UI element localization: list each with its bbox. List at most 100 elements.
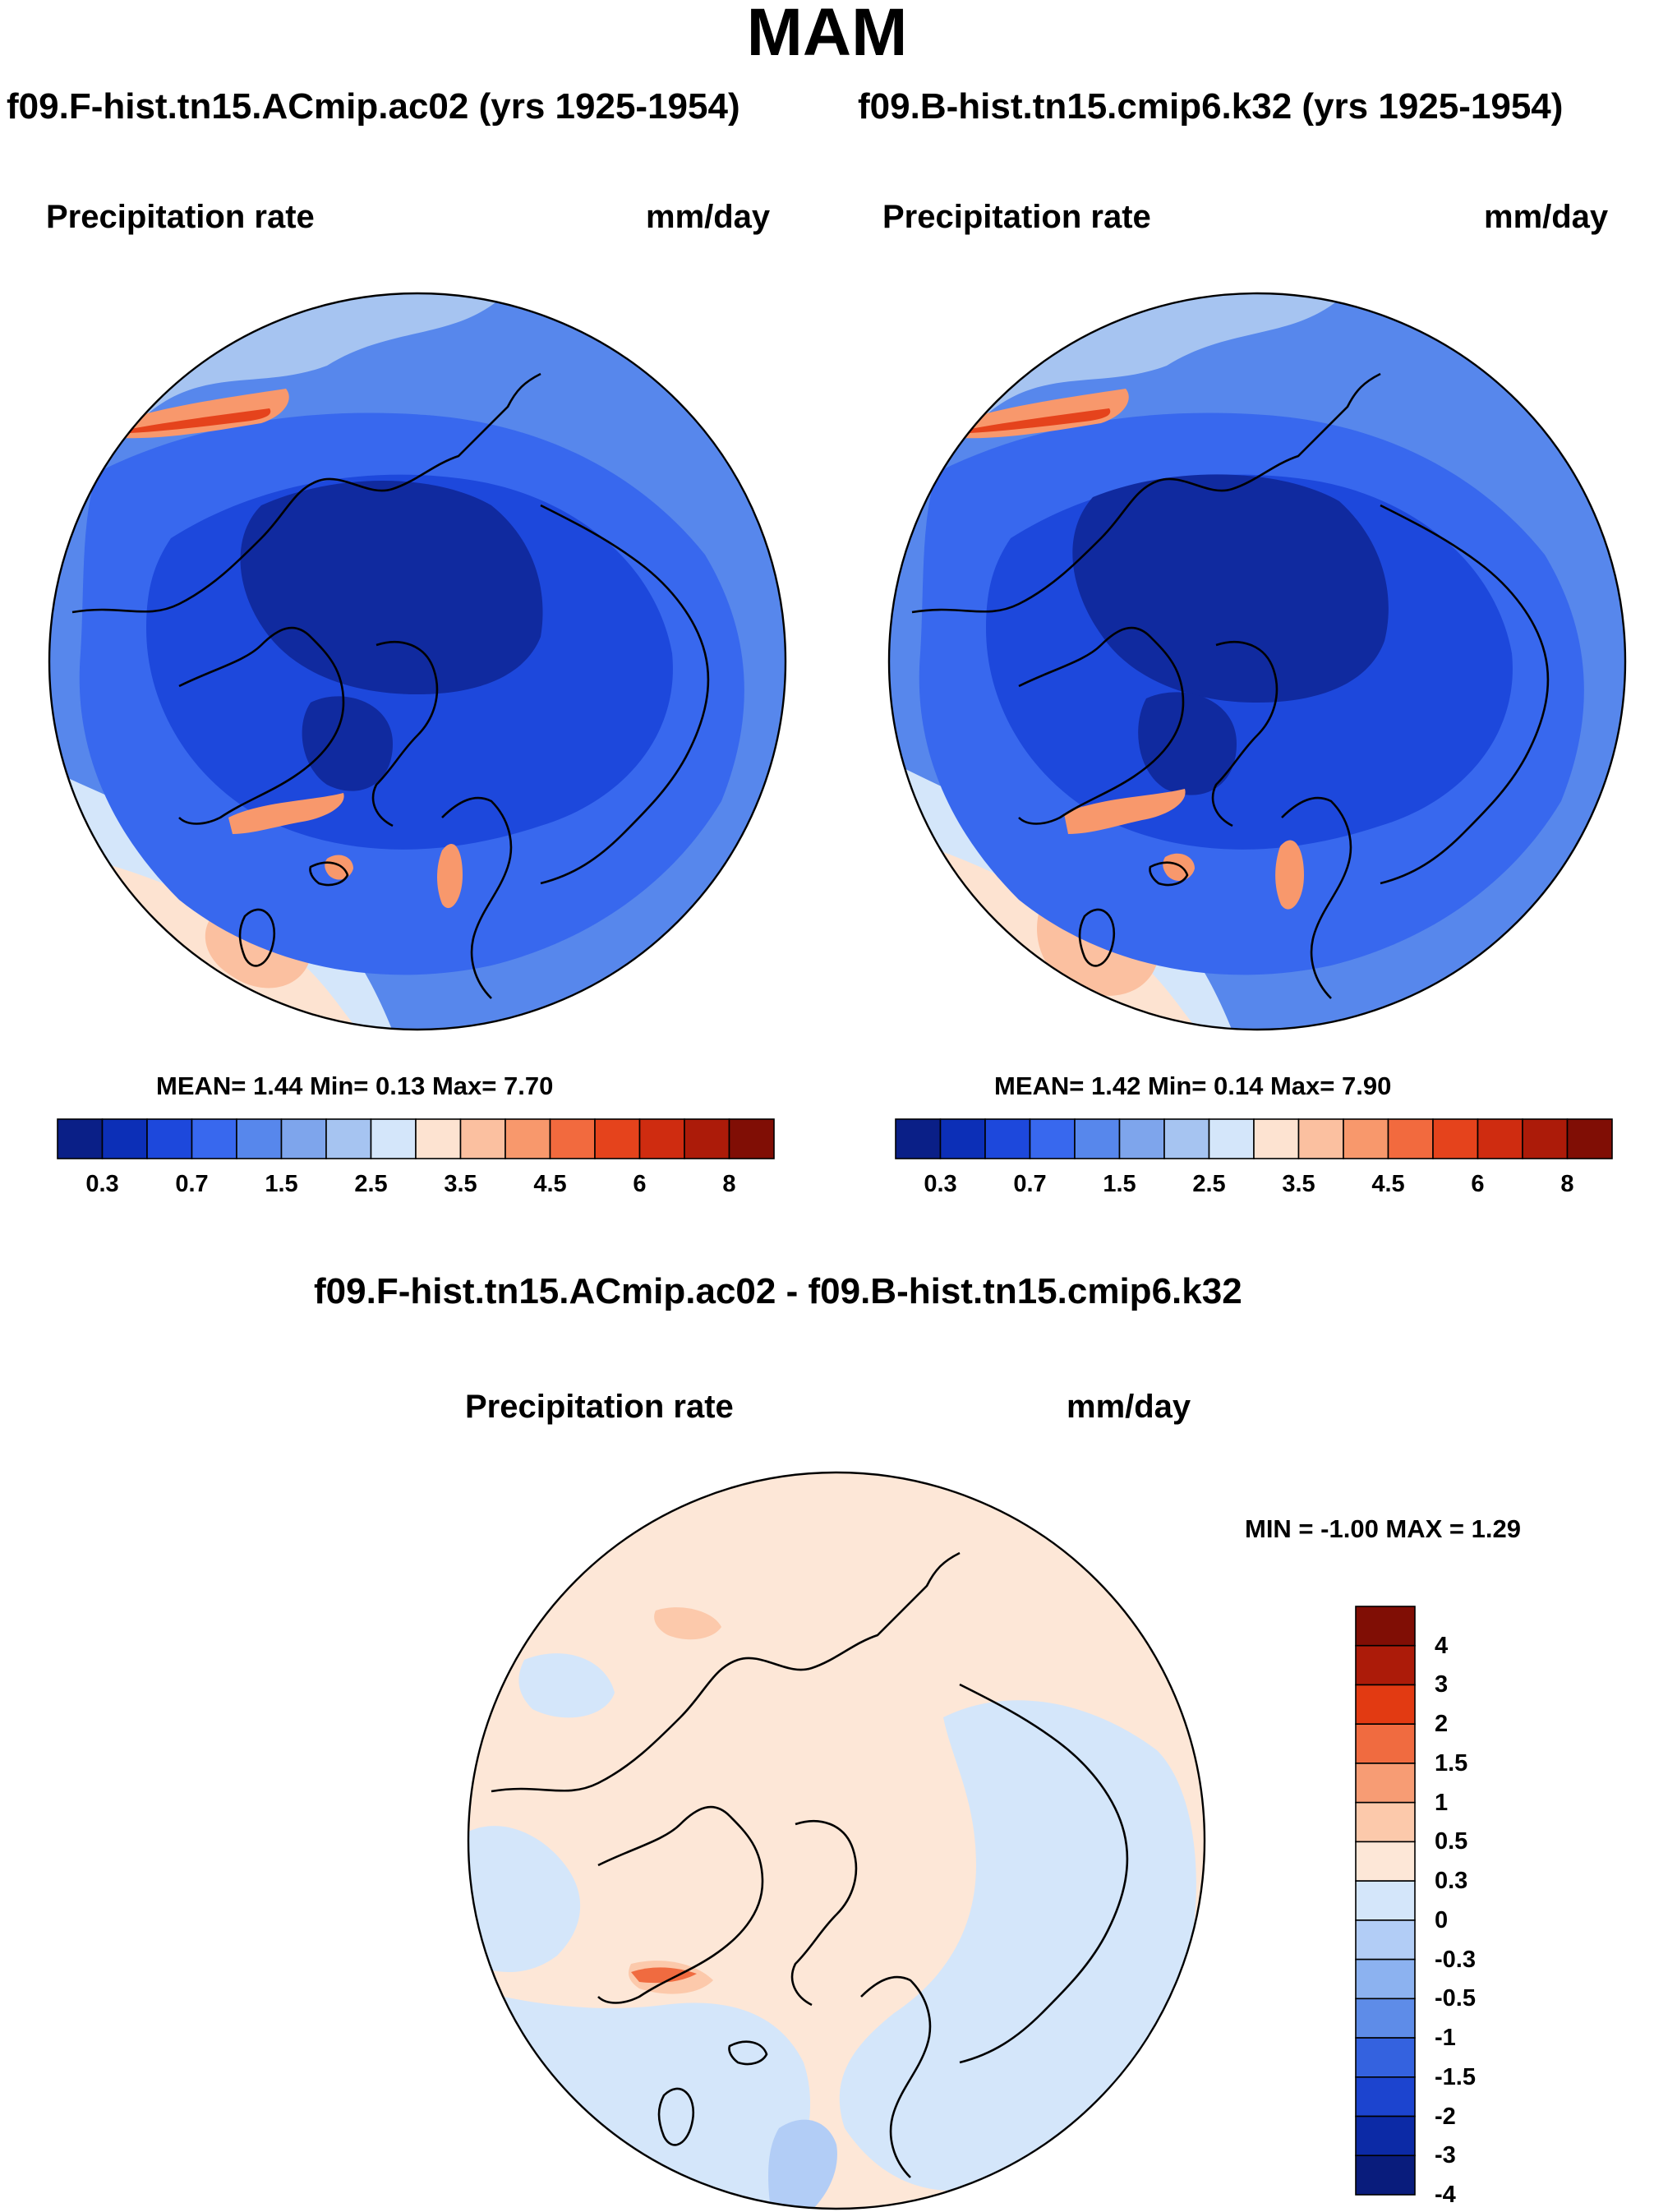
right-precip-colorbar bbox=[895, 1118, 1613, 1159]
right-run-title: f09.B-hist.tn15.cmip6.k32 (yrs 1925-1954… bbox=[858, 86, 1564, 127]
diff-map-labrador-max-patch bbox=[631, 1967, 697, 1984]
diff-colorbar-tick-label: 0.3 bbox=[1435, 1868, 1468, 1895]
diff-colorbar-tick-label: -1 bbox=[1435, 2025, 1456, 2052]
diff-colorbar-box bbox=[1355, 1958, 1416, 2000]
right-colorbar-box bbox=[1566, 1118, 1613, 1159]
right-stats: MEAN= 1.42 Min= 0.14 Max= 7.90 bbox=[994, 1071, 1392, 1100]
diff-map-eurasia-negative-field bbox=[839, 1700, 1196, 2191]
right-colorbar-box bbox=[1118, 1118, 1165, 1159]
right-map-coastlines bbox=[911, 372, 1550, 999]
diff-colorbar-box bbox=[1355, 1801, 1416, 1843]
left-map-norway-max bbox=[437, 843, 463, 909]
left-colorbar-box bbox=[549, 1118, 596, 1159]
right-colorbar-tick-label: 0.3 bbox=[924, 1171, 957, 1197]
right-colorbar-tick-label: 3.5 bbox=[1282, 1171, 1315, 1197]
left-colorbar-box bbox=[415, 1118, 462, 1159]
right-colorbar-tick-label: 4.5 bbox=[1371, 1171, 1405, 1197]
right-colorbar-box bbox=[1432, 1118, 1479, 1159]
right-colorbar-box bbox=[1522, 1118, 1569, 1159]
diff-colorbar-box bbox=[1355, 1998, 1416, 2039]
right-colorbar-box bbox=[1387, 1118, 1434, 1159]
left-colorbar-box bbox=[101, 1118, 148, 1159]
diff-colorbar bbox=[1355, 1606, 1416, 2196]
right-colorbar-tick-label: 6 bbox=[1471, 1171, 1485, 1197]
diff-map-north-sea-negative-patch bbox=[768, 2119, 837, 2209]
right-colorbar-box bbox=[1074, 1118, 1121, 1159]
right-map-hudson-bay-dry-core bbox=[1138, 692, 1237, 795]
left-colorbar-box bbox=[146, 1118, 193, 1159]
page-title: MAM bbox=[746, 0, 908, 70]
diff-map-coastline-greenland bbox=[790, 1820, 858, 2007]
diff-map-pacific-negative-field bbox=[468, 1826, 581, 1972]
left-colorbar-tick-label: 0.7 bbox=[175, 1171, 209, 1197]
right-colorbar-tick-label: 1.5 bbox=[1103, 1171, 1136, 1197]
left-colorbar-box bbox=[57, 1118, 104, 1159]
left-colorbar-box bbox=[191, 1118, 237, 1159]
diff-colorbar-box bbox=[1355, 2037, 1416, 2078]
left-units-label: mm/day bbox=[646, 199, 771, 235]
diff-colorbar-tick-label: 1.5 bbox=[1435, 1749, 1468, 1777]
right-colorbar-box bbox=[895, 1118, 942, 1159]
left-precip-colorbar bbox=[57, 1118, 775, 1159]
diff-map-coastline-british-isles bbox=[657, 2087, 695, 2146]
left-colorbar-tick-label: 2.5 bbox=[354, 1171, 388, 1197]
diff-map-coastline-hudson-bay bbox=[597, 1805, 764, 2004]
diff-colorbar-box bbox=[1355, 2154, 1416, 2196]
right-map-coastline-north-america bbox=[911, 372, 1381, 614]
left-map-coastline-british-isles bbox=[238, 908, 276, 967]
left-colorbar-box bbox=[325, 1118, 372, 1159]
right-units-label: mm/day bbox=[1484, 199, 1609, 235]
right-map-norway-max bbox=[1275, 840, 1304, 910]
right-colorbar-tick-label: 0.7 bbox=[1013, 1171, 1047, 1197]
diff-colorbar-box bbox=[1355, 1606, 1416, 1647]
right-map-coastline-hudson-bay bbox=[1018, 626, 1185, 825]
diff-variable-label: Precipitation rate bbox=[465, 1389, 734, 1425]
left-colorbar-box bbox=[459, 1118, 506, 1159]
right-colorbar-box bbox=[1297, 1118, 1344, 1159]
diff-colorbar-box bbox=[1355, 1880, 1416, 1921]
left-colorbar-tick-label: 0.3 bbox=[85, 1171, 119, 1197]
diff-colorbar-tick-label: 4 bbox=[1435, 1632, 1449, 1659]
left-colorbar-box bbox=[504, 1118, 551, 1159]
diff-map-alaska-positive-patch bbox=[654, 1607, 721, 1640]
left-map-coastline-scandinavia bbox=[441, 796, 513, 999]
left-colorbar-tick-label: 4.5 bbox=[533, 1171, 567, 1197]
diff-stats: MIN = -1.00 MAX = 1.29 bbox=[1245, 1514, 1521, 1543]
diff-map-coastlines bbox=[491, 1551, 1129, 2178]
diff-colorbar-tick-label: -0.3 bbox=[1435, 1946, 1476, 1973]
right-map-coastline-eurasia bbox=[1380, 504, 1550, 885]
diff-colorbar-box bbox=[1355, 2115, 1416, 2157]
left-map-coastline-north-america bbox=[71, 372, 541, 614]
left-variable-label: Precipitation rate bbox=[46, 199, 315, 235]
diff-colorbar-tick-label: 1 bbox=[1435, 1789, 1449, 1816]
diff-precip-map bbox=[467, 1471, 1206, 2210]
right-precip-map bbox=[887, 292, 1627, 1031]
diff-colorbar-tick-label: -1.5 bbox=[1435, 2063, 1476, 2090]
left-colorbar-box bbox=[728, 1118, 775, 1159]
left-colorbar-box bbox=[236, 1118, 283, 1159]
diff-map-coastline-north-america bbox=[491, 1551, 961, 1793]
right-map-boundary bbox=[887, 292, 1627, 1031]
right-variable-label: Precipitation rate bbox=[882, 199, 1151, 235]
left-colorbar-box bbox=[594, 1118, 641, 1159]
left-map-coastline-iceland bbox=[309, 861, 349, 887]
left-map-labrador-max bbox=[228, 793, 344, 834]
diff-colorbar-tick-label: -0.5 bbox=[1435, 1985, 1476, 2012]
left-stats: MEAN= 1.44 Min= 0.13 Max= 7.70 bbox=[156, 1071, 554, 1100]
diff-colorbar-box bbox=[1355, 1763, 1416, 1804]
diff-map-coastline-scandinavia bbox=[860, 1975, 932, 2178]
right-colorbar-box bbox=[1029, 1118, 1076, 1159]
right-colorbar-box bbox=[984, 1118, 1031, 1159]
left-map-boundary bbox=[48, 292, 787, 1031]
left-map-hudson-bay-dry-core bbox=[302, 696, 393, 791]
diff-colorbar-tick-label: -2 bbox=[1435, 2103, 1456, 2130]
right-colorbar-tick-label: 2.5 bbox=[1192, 1171, 1226, 1197]
diff-map-bering-negative-patch bbox=[518, 1653, 615, 1718]
right-map-coastline-scandinavia bbox=[1281, 796, 1352, 999]
left-precip-map bbox=[48, 292, 787, 1031]
diff-map-coastline-eurasia bbox=[959, 1683, 1129, 2064]
right-colorbar-tick-label: 8 bbox=[1560, 1171, 1574, 1197]
diff-colorbar-tick-label: 0.5 bbox=[1435, 1828, 1468, 1855]
diff-colorbar-box bbox=[1355, 1684, 1416, 1726]
right-colorbar-box bbox=[939, 1118, 986, 1159]
